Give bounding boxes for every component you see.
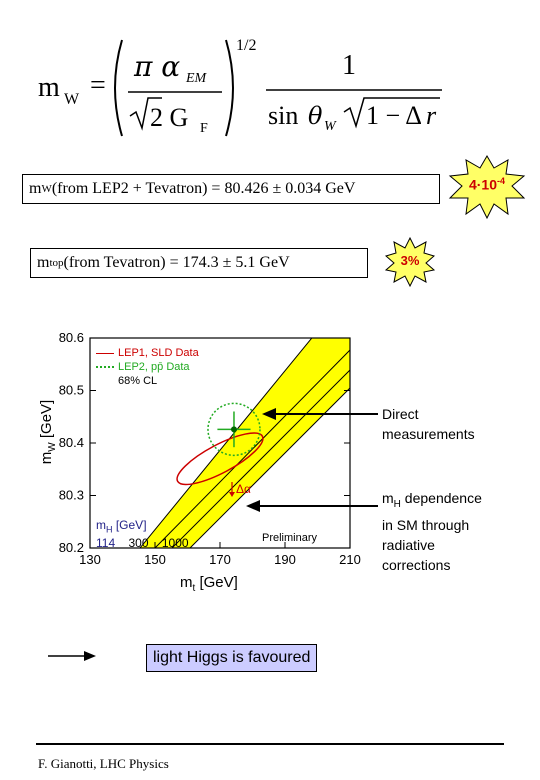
direct-contour — [207, 402, 261, 457]
delta-alpha-arrowhead — [229, 492, 235, 497]
svg-text:θ: θ — [308, 102, 323, 130]
band-label-delta-alpha: Δα — [236, 482, 251, 496]
mh-line-1000 — [171, 369, 350, 548]
mh-values: 114 300 1000 — [96, 536, 189, 551]
mw-prefix: m — [29, 180, 42, 197]
mtop-measurement-box: m top (from Tevatron) = 174.3 ± 5.1 GeV — [30, 248, 368, 278]
svg-text:F: F — [200, 121, 208, 136]
burst-small-shape — [384, 236, 436, 288]
mw-formula-svg: m W = π α EM 2 G F 1/2 1 sin θ W 1 − Δ r — [38, 37, 442, 137]
formula-lhs-sub: W — [64, 91, 80, 108]
burst-large-sup: -4 — [497, 176, 506, 186]
sm-band — [139, 338, 350, 548]
conclusion-box: light Higgs is favoured — [146, 644, 318, 672]
y-tick-label: 80.4 — [59, 435, 84, 450]
svg-text:2 G: 2 G — [150, 103, 188, 132]
x-tick-label: 130 — [79, 552, 101, 567]
mh-legend: mH [GeV] 114 300 1000 — [96, 518, 189, 550]
chart-svg: 130 150 170 190 210 80.2 80.3 80.4 80.5 80.6 — [59, 330, 361, 567]
mtop-prefix: m — [37, 254, 50, 271]
mtop-sub: top — [49, 257, 64, 269]
y-tick-label: 80.6 — [59, 330, 84, 345]
y-tick-label: 80.2 — [59, 540, 84, 555]
legend-item-lep1: LEP1, SLD Data — [96, 346, 199, 360]
direct-measurements-note: Direct measurements — [382, 406, 475, 442]
mw-formula: m W = π α EM 2 G F 1/2 1 sin θ W 1 − Δ r — [30, 28, 450, 148]
burst-small-label: 3% — [400, 253, 420, 268]
arrow-conclusion — [48, 651, 96, 661]
formula-one: 1 — [342, 50, 356, 81]
mw-measurement-text: (from LEP2 + Tevatron) = 80.426 ± 0.034 … — [51, 180, 356, 197]
mtop-measurement-text: (from Tevatron) = 174.3 ± 5.1 GeV — [63, 254, 290, 271]
indirect-ellipse — [176, 432, 264, 486]
mw-sub: W — [41, 183, 52, 195]
mh-dependence-note: mH dependence in SM through radiative co… — [382, 490, 482, 573]
svg-text:sin: sin — [268, 101, 298, 130]
mw-vs-mt-chart: 130 150 170 190 210 80.2 80.3 80.4 80.5 80.6 mW [… — [20, 322, 370, 602]
legend-item-lep2: LEP2, pp̄ Data — [96, 360, 199, 374]
svg-text:m: m — [38, 72, 60, 103]
legend-item-cl: 68% CL — [118, 375, 158, 387]
mh-title: mH [GeV] — [96, 518, 147, 535]
formula-exponent: 1/2 — [236, 37, 256, 54]
x-tick-label: 190 — [274, 552, 296, 567]
y-tick-label: 80.5 — [59, 383, 84, 398]
chart-xlabel: mt [GeV] — [180, 574, 238, 594]
arrow-direct — [262, 408, 378, 420]
burst-large-shape — [448, 155, 526, 220]
chart-legend: LEP1, SLD Data LEP2, pp̄ Data 68% CL — [96, 346, 199, 388]
preliminary-label: Preliminary — [262, 532, 318, 544]
svg-text:r: r — [426, 101, 437, 130]
svg-text:W: W — [324, 119, 337, 134]
burst-large-label: 4·10 — [468, 176, 497, 193]
x-tick-label: 210 — [339, 552, 361, 567]
precision-burst-large: 4·10-4 — [448, 154, 526, 220]
svg-text:π α: π α — [133, 50, 180, 83]
x-tick-label: 170 — [209, 552, 231, 567]
svg-text:EM: EM — [185, 71, 208, 86]
svg-text:1 − Δ: 1 − Δ — [366, 101, 422, 130]
mh-line-300 — [154, 349, 350, 548]
footer-credit: F. Gianotti, LHC Physics — [38, 756, 169, 771]
y-tick-label: 80.3 — [59, 488, 84, 503]
arrow-mh-dependence — [246, 500, 378, 512]
svg-text:=: = — [90, 70, 106, 101]
precision-burst-small: 3% — [384, 236, 436, 288]
direct-point — [230, 426, 237, 433]
x-tick-label: 150 — [144, 552, 166, 567]
